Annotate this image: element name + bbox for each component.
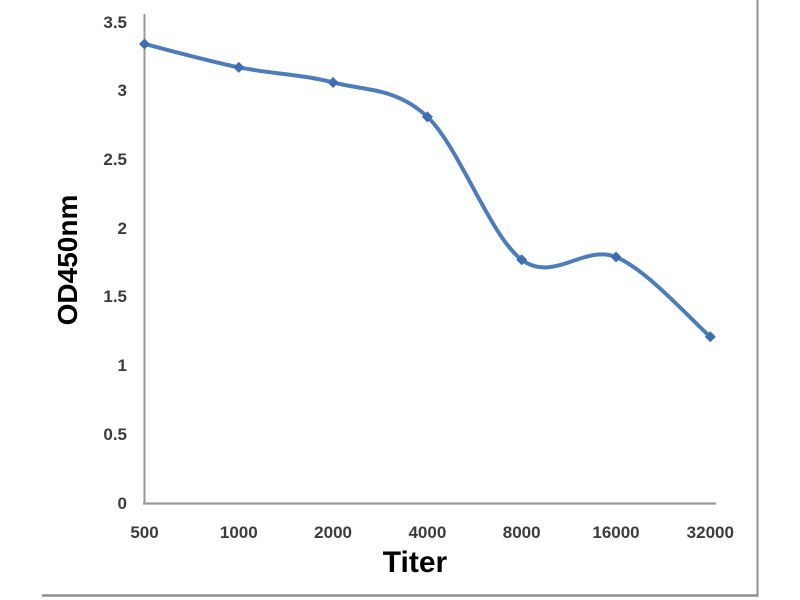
x-axis-tick-label: 32000 [686,523,734,542]
data-point-marker [139,38,150,50]
x-axis-tick-label: 4000 [408,523,447,542]
data-point-marker [516,254,528,266]
data-point-marker [610,251,622,263]
data-point-marker [421,111,433,123]
x-axis-tick-label: 500 [130,523,159,542]
y-axis-tick-label: 3.5 [103,12,127,32]
y-axis-tick-label: 2 [117,218,127,238]
y-axis-tick-label: 1.5 [103,287,127,307]
y-axis-tick-label: 0 [117,493,127,513]
series-line [142,41,713,339]
y-axis-title: OD450nm [52,194,83,326]
x-axis-tick-label: 8000 [502,523,541,542]
data-point-marker [704,331,716,343]
x-axis-tick-label: 2000 [314,523,352,542]
x-axis-tick-label: 1000 [219,523,258,542]
y-axis-tick-label: 1 [117,356,127,376]
x-axis-title: Titer [382,546,448,579]
data-point-marker [233,61,245,73]
y-axis-tick-label: 2.5 [103,149,127,169]
series-markers [139,38,716,343]
data-point-marker [327,76,339,88]
y-axis-tick-label: 0.5 [103,424,127,444]
y-axis-tick-label: 3 [117,81,127,101]
x-axis-tick-label: 16000 [592,523,640,542]
